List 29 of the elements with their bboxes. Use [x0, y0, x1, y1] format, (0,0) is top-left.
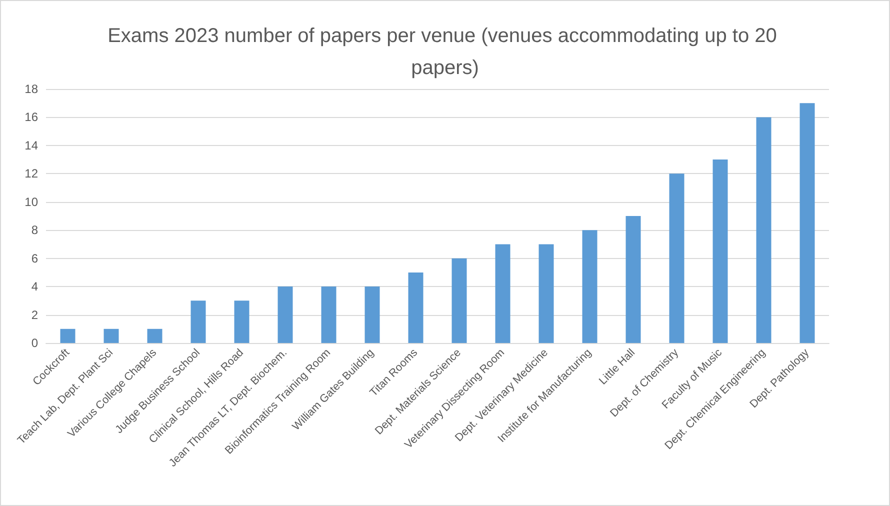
- y-tick-label: 16: [24, 110, 38, 124]
- bar: [538, 244, 554, 343]
- bar: [756, 117, 772, 343]
- bar: [712, 160, 728, 343]
- y-tick-label: 2: [31, 308, 38, 322]
- bar: [582, 230, 598, 343]
- bar: [147, 328, 162, 343]
- y-tick-label: 8: [31, 223, 38, 238]
- bar: [800, 103, 815, 343]
- bar: [278, 286, 293, 343]
- y-tick-label: 18: [24, 82, 38, 96]
- bar: [104, 328, 119, 343]
- bar: [60, 328, 76, 343]
- bar: [321, 286, 336, 343]
- chart-title: Exams 2023 number of papers per venue (venues accommodating up to 20 papers): [108, 25, 782, 79]
- bar: [190, 300, 206, 343]
- bar: [669, 174, 684, 343]
- bar: [452, 258, 467, 343]
- bar: [234, 300, 250, 343]
- bar: [626, 216, 641, 343]
- y-tick-label: 12: [24, 166, 38, 181]
- bar: [495, 244, 510, 343]
- y-tick-label: 4: [31, 280, 38, 294]
- bar: [364, 286, 380, 343]
- y-tick-label: 10: [24, 194, 38, 209]
- y-tick-label: 0: [31, 336, 38, 350]
- y-tick-label: 6: [31, 251, 38, 266]
- bar: [408, 272, 424, 343]
- y-tick-label: 14: [24, 138, 38, 152]
